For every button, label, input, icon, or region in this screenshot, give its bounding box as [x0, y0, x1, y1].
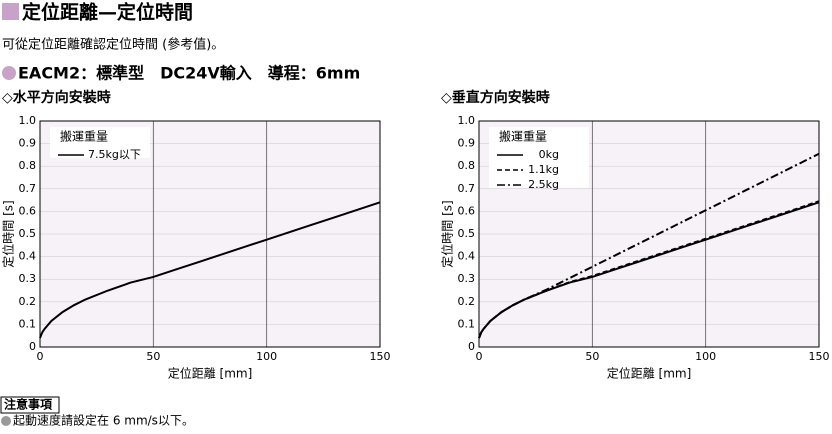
line — [478, 152, 820, 339]
y-tick-label: 0.7 — [19, 182, 37, 195]
y-tick-label: 1.0 — [19, 114, 37, 127]
y-tick-label: 0.9 — [19, 137, 37, 150]
x-axis-label: 定位距離 [mm] — [168, 366, 253, 381]
x-axis-label: 定位距離 [mm] — [607, 366, 692, 381]
y-tick-label: 0 — [468, 340, 475, 353]
y-tick-label: 0.5 — [458, 227, 476, 240]
note: 起動速度請設定在 6 mm/s以下。 — [13, 413, 194, 428]
y-tick-label: 0.4 — [19, 250, 37, 263]
x-tick-label: 0 — [37, 350, 44, 363]
y-tick-label: 0.9 — [458, 137, 476, 150]
y-tick-label: 0.6 — [458, 204, 476, 217]
line — [478, 200, 820, 339]
model: EACM2：標準型 DC24V輸入 導程：6mm — [18, 64, 360, 83]
x-tick-label: 50 — [585, 350, 599, 363]
legend-label: 2.5kg — [528, 178, 559, 191]
title-mark — [2, 3, 19, 20]
y-tick-label: 0.2 — [458, 295, 476, 308]
chart-title: ◇水平方向安裝時 — [2, 89, 111, 106]
legend-box — [50, 127, 150, 158]
y-tick-label: 0.8 — [19, 159, 37, 172]
y-tick-label: 0.4 — [458, 250, 476, 263]
y-tick-label: 0.5 — [19, 227, 37, 240]
y-tick-label: 0 — [29, 340, 36, 353]
y-tick-label: 0.7 — [458, 182, 476, 195]
y-tick-label: 0.3 — [19, 272, 37, 285]
plot-frame — [39, 120, 381, 348]
x-tick-label: 100 — [256, 350, 277, 363]
note-box — [0, 396, 60, 414]
y-tick-label: 0.2 — [19, 295, 37, 308]
x-tick-label: 0 — [476, 350, 483, 363]
plot-frame — [478, 120, 820, 348]
legend-box — [489, 127, 589, 188]
page-title: 定位距離—定位時間 — [22, 1, 193, 24]
y-tick-label: 0.3 — [458, 272, 476, 285]
bullet — [1, 416, 11, 426]
y-tick-label: 1.0 — [458, 114, 476, 127]
y-tick-label: 0.1 — [19, 317, 37, 330]
legend-label: 0kg — [539, 148, 559, 161]
y-axis-label: 定位時間 [s] — [1, 200, 16, 267]
x-tick-label: 150 — [809, 350, 830, 363]
subtitle: 可從定位距離確認定位時間 (參考值)。 — [2, 37, 224, 53]
y-tick-label: 0.1 — [458, 317, 476, 330]
note-title: 注意事項 — [4, 397, 53, 412]
x-tick-label: 100 — [695, 350, 716, 363]
y-axis-label: 定位時間 [s] — [440, 200, 455, 267]
line — [39, 201, 381, 339]
legend-title: 搬運重量 — [60, 129, 108, 144]
x-tick-label: 50 — [146, 350, 160, 363]
legend-label: 1.1kg — [528, 163, 559, 176]
chart-title: ◇垂直方向安裝時 — [441, 89, 550, 106]
x-tick-label: 150 — [370, 350, 391, 363]
y-tick-label: 0.6 — [19, 204, 37, 217]
legend-label: 7.5kg以下 — [88, 148, 141, 161]
legend-title: 搬運重量 — [499, 129, 547, 144]
y-tick-label: 0.8 — [458, 159, 476, 172]
bullet — [2, 66, 16, 80]
